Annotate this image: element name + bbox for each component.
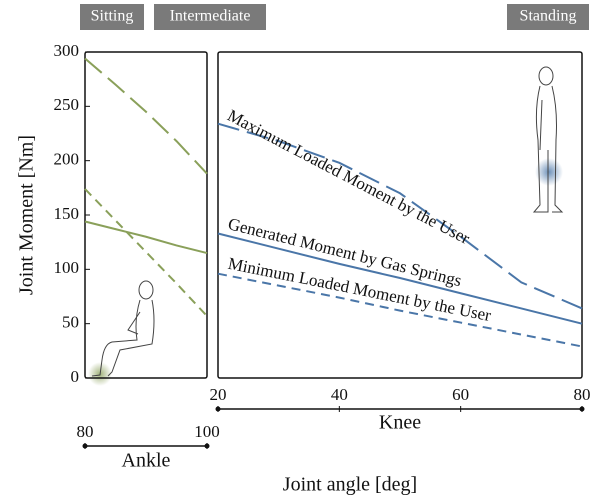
x-tick-label: 40 [331, 385, 348, 404]
line [85, 222, 207, 254]
plot-frame [218, 52, 582, 378]
line [85, 189, 207, 316]
phase-label: Sitting [91, 8, 134, 25]
x-tick-label: 80 [77, 422, 94, 441]
chart: Sitting Intermediate Standing Joint Mome… [0, 0, 608, 502]
y-tick-label: 200 [54, 150, 80, 169]
page: Sitting Intermediate Standing Joint Mome… [0, 0, 608, 502]
y-tick-label: 250 [54, 95, 80, 114]
sitting-figure [88, 281, 154, 386]
x-tick-label: 20 [210, 385, 227, 404]
line [85, 59, 207, 174]
x-tick-label: 80 [574, 385, 591, 404]
x-axis-label: Ankle [122, 450, 171, 472]
x-tick-label: 60 [452, 385, 469, 404]
x-axis-label: Joint angle [deg] [283, 474, 417, 496]
y-tick-label: 100 [54, 258, 80, 277]
y-tick-label: 50 [62, 313, 79, 332]
y-tick-label: 300 [54, 41, 80, 60]
y-tick-label: 150 [54, 204, 80, 223]
plot-frame [85, 52, 207, 378]
y-axis-label: Joint Moment [Nm] [16, 135, 38, 295]
x-axis-label: Knee [379, 412, 421, 434]
x-tick-label: 100 [194, 422, 220, 441]
phase-label: Intermediate [170, 8, 251, 25]
y-tick-label: 0 [71, 367, 80, 386]
phase-label: Standing [520, 8, 577, 25]
standing-figure [534, 67, 563, 212]
